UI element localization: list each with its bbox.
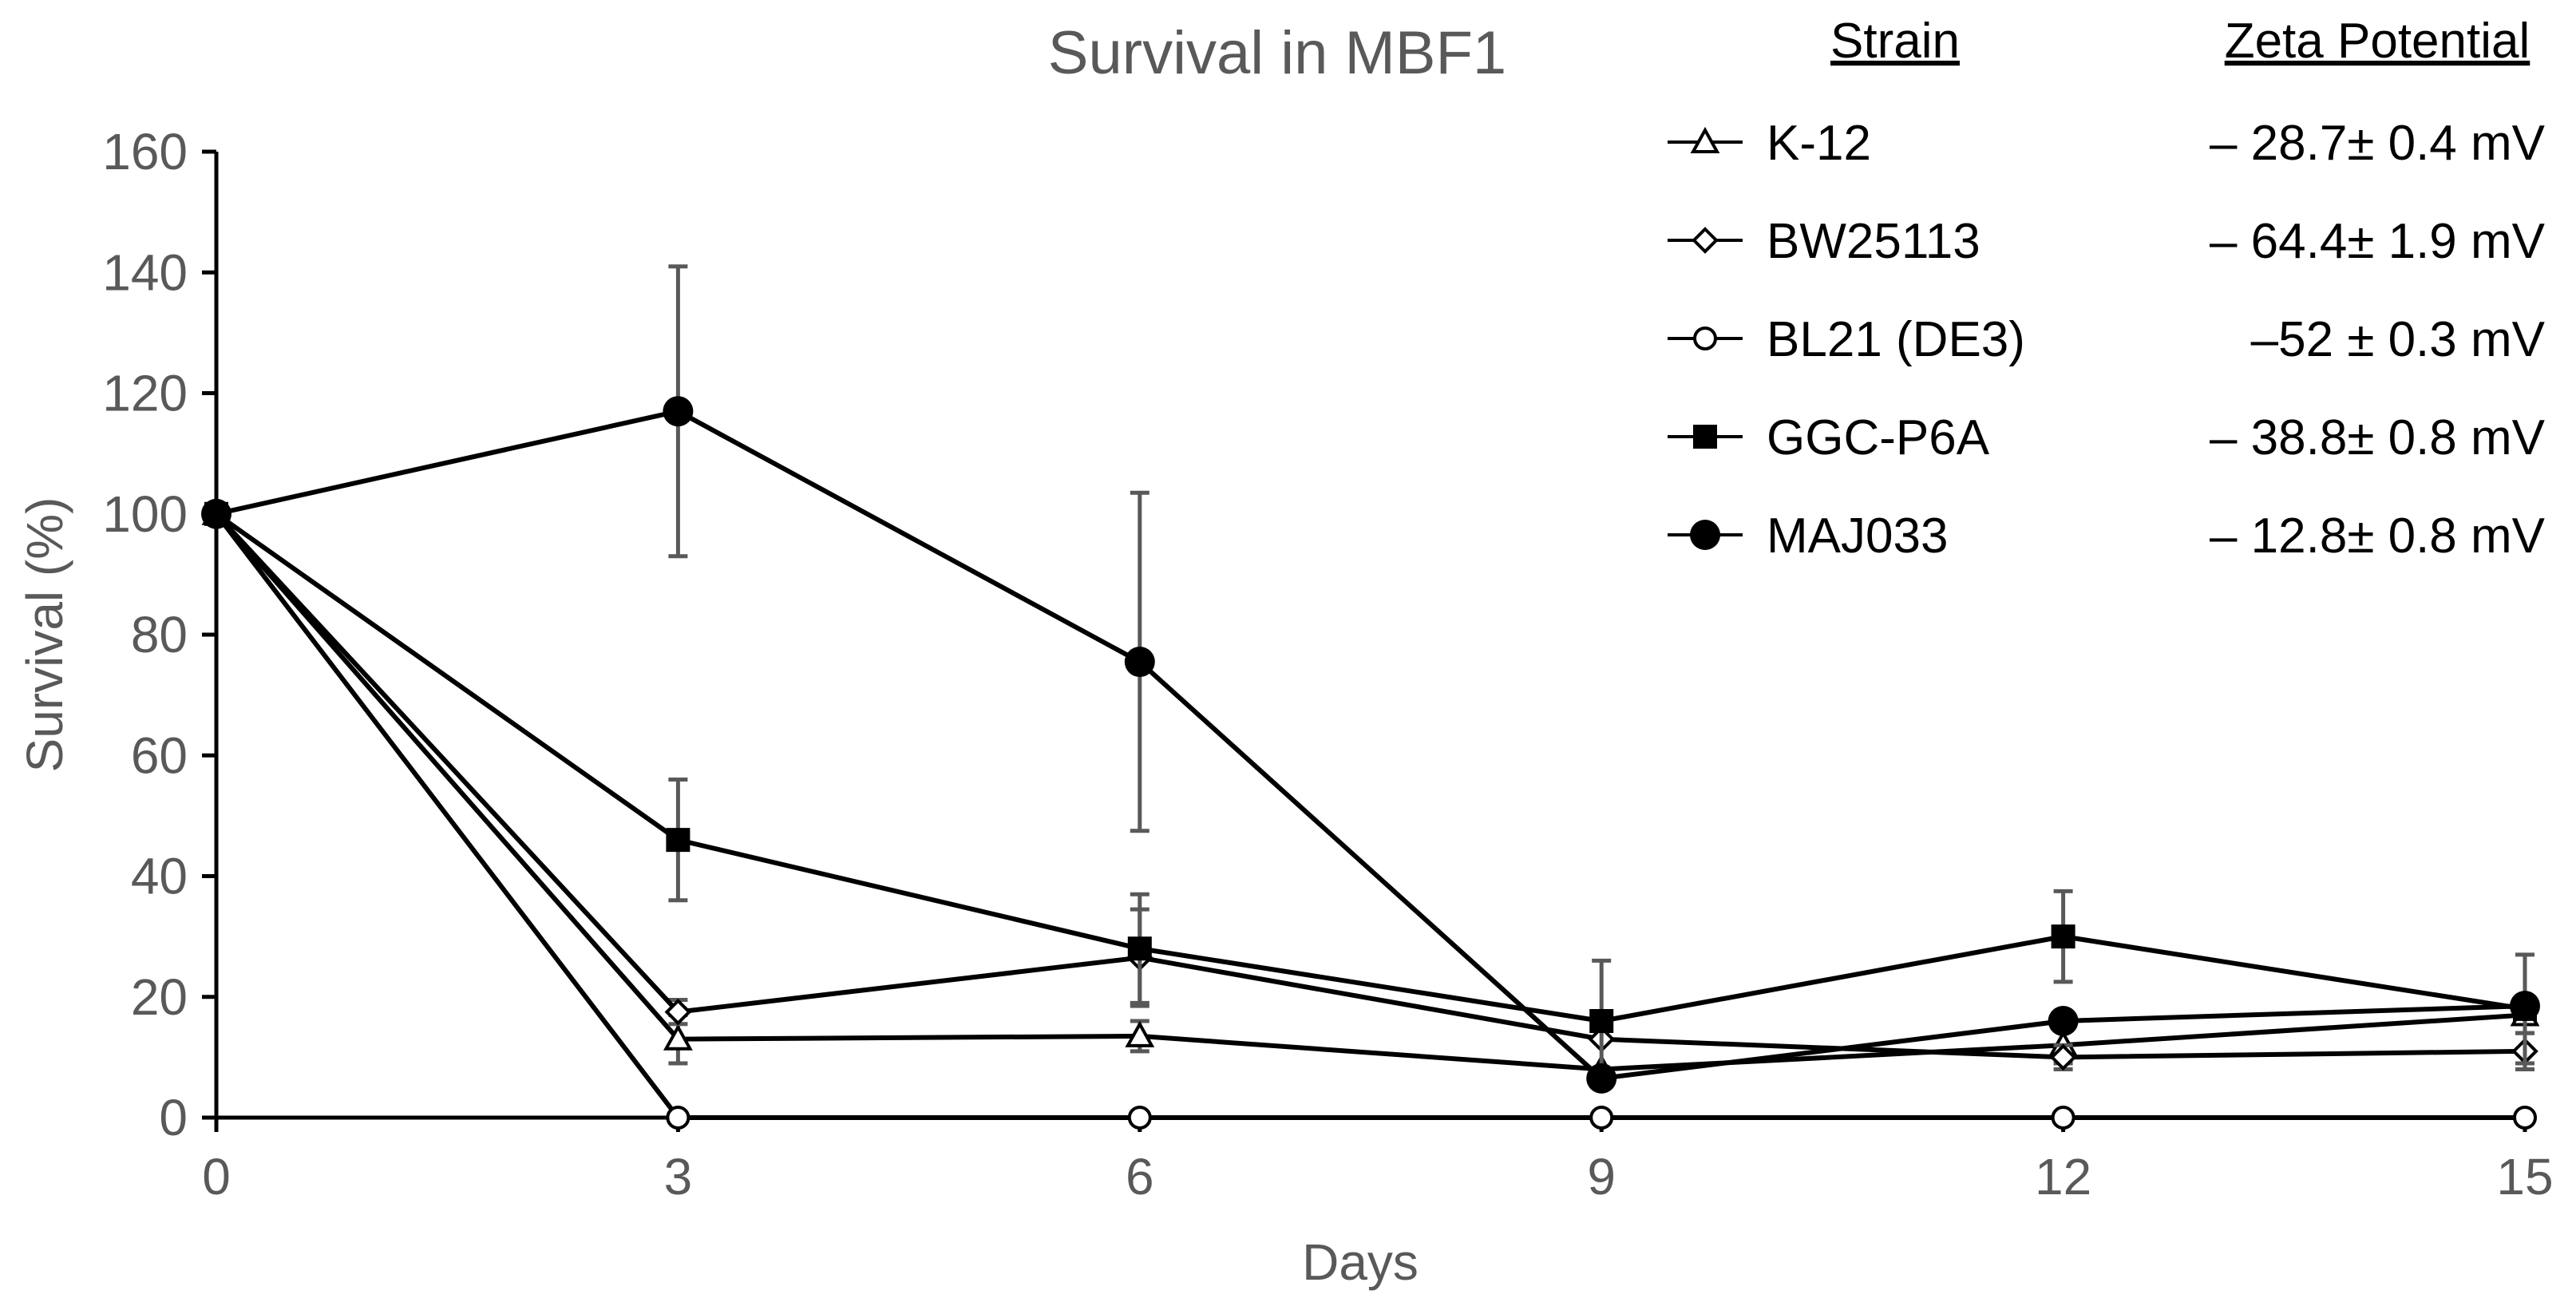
data-point-k-12: [663, 1023, 693, 1051]
series-k-12: [201, 498, 2540, 1081]
legend-item-maj033: MAJ033 – 12.8± 0.8 mV: [1668, 509, 2546, 564]
data-point-bl21-de3: [1589, 1106, 1614, 1130]
series-line-k-12: [214, 512, 2526, 1072]
data-point-ggc-p6a: [666, 828, 690, 853]
data-point-maj033: [2510, 991, 2540, 1022]
x-tick-label: 3: [664, 1148, 693, 1205]
legend-strain-header: Strain: [1830, 14, 1960, 69]
data-point-ggc-p6a: [2051, 924, 2075, 949]
data-point-maj033: [1124, 647, 1155, 678]
legend-item-ggc-p6a: GGC-P6A – 38.8± 0.8 mV: [1668, 410, 2546, 465]
legend-item-k-12: K-12 – 28.7± 0.4 mV: [1668, 116, 2546, 171]
data-point-maj033: [1586, 1063, 1617, 1094]
series-ggc-p6a: [204, 501, 2537, 1084]
axes: 0 20 40 60 80 100 120 140 160 0 3 6 9 12 15: [102, 123, 2553, 1205]
x-tick-label: 9: [1587, 1148, 1616, 1205]
chart-title: Survival in MBF1: [1048, 19, 1506, 87]
y-tick-label: 60: [131, 726, 188, 784]
legend-label: MAJ033: [1767, 509, 1948, 564]
legend-zeta-value: – 12.8± 0.8 mV: [2210, 509, 2546, 564]
legend-zeta-value: – 64.4± 1.9 mV: [2210, 214, 2546, 269]
data-point-ggc-p6a: [1589, 1009, 1614, 1033]
legend-label: GGC-P6A: [1767, 410, 1990, 465]
x-tick-label: 15: [2496, 1148, 2553, 1205]
legend-marker: [1690, 126, 1720, 153]
y-tick-label: 100: [102, 485, 188, 543]
data-point-maj033: [2048, 1006, 2079, 1036]
series-line-bl21-de3: [214, 512, 2525, 1120]
series-line-ggc-p6a: [215, 512, 2526, 1023]
x-tick-label: 6: [1126, 1148, 1154, 1205]
x-tick-label: 0: [202, 1148, 231, 1205]
x-tick-label: 12: [2035, 1148, 2091, 1205]
y-tick-label: 80: [131, 606, 188, 663]
legend-zeta-value: –52 ± 0.3 mV: [2251, 312, 2546, 367]
legend-label: BL21 (DE3): [1767, 312, 2025, 367]
data-point-bw25113: [2049, 1043, 2077, 1071]
data-point-bl21-de3: [666, 1106, 690, 1130]
legend-item-bl21-de3: BL21 (DE3) –52 ± 0.3 mV: [1668, 312, 2546, 367]
y-tick-label: 40: [131, 848, 188, 905]
legend-marker: [1690, 520, 1720, 550]
legend-marker: [1693, 327, 1717, 350]
legend: Strain Zeta Potential K-12 – 28.7± 0.4 mV…: [1668, 14, 2546, 564]
y-tick-label: 0: [159, 1089, 188, 1146]
legend-zeta-value: – 38.8± 0.8 mV: [2210, 410, 2546, 465]
data-point-bl21-de3: [1127, 1106, 1152, 1130]
data-point-maj033: [201, 498, 231, 529]
y-tick-label: 140: [102, 243, 188, 301]
data-point-k-12: [1125, 1020, 1155, 1047]
series-bl21-de3: [204, 501, 2537, 1130]
series-group: [201, 264, 2540, 1130]
data-point-bl21-de3: [2513, 1106, 2537, 1130]
legend-zeta-header: Zeta Potential: [2225, 14, 2530, 69]
y-axis-label: Survival (%): [16, 497, 73, 773]
y-tick-label: 160: [102, 123, 188, 180]
series-line-bw25113: [214, 512, 2526, 1060]
data-point-ggc-p6a: [1127, 936, 1152, 961]
series-maj033: [201, 264, 2540, 1094]
legend-label: K-12: [1767, 116, 1871, 171]
y-tick-label: 20: [131, 968, 188, 1026]
legend-marker: [1692, 227, 1719, 254]
x-axis-label: Days: [1302, 1233, 1419, 1291]
y-tick-label: 120: [102, 365, 188, 422]
legend-label: BW25113: [1767, 214, 1980, 269]
data-point-maj033: [663, 396, 694, 427]
series-line-maj033: [216, 409, 2526, 1081]
legend-marker: [1693, 425, 1717, 449]
legend-zeta-value: – 28.7± 0.4 mV: [2210, 116, 2546, 171]
legend-item-bw25113: BW25113 – 64.4± 1.9 mV: [1668, 214, 2546, 269]
data-point-bw25113: [664, 998, 692, 1026]
data-point-bl21-de3: [2051, 1106, 2075, 1130]
